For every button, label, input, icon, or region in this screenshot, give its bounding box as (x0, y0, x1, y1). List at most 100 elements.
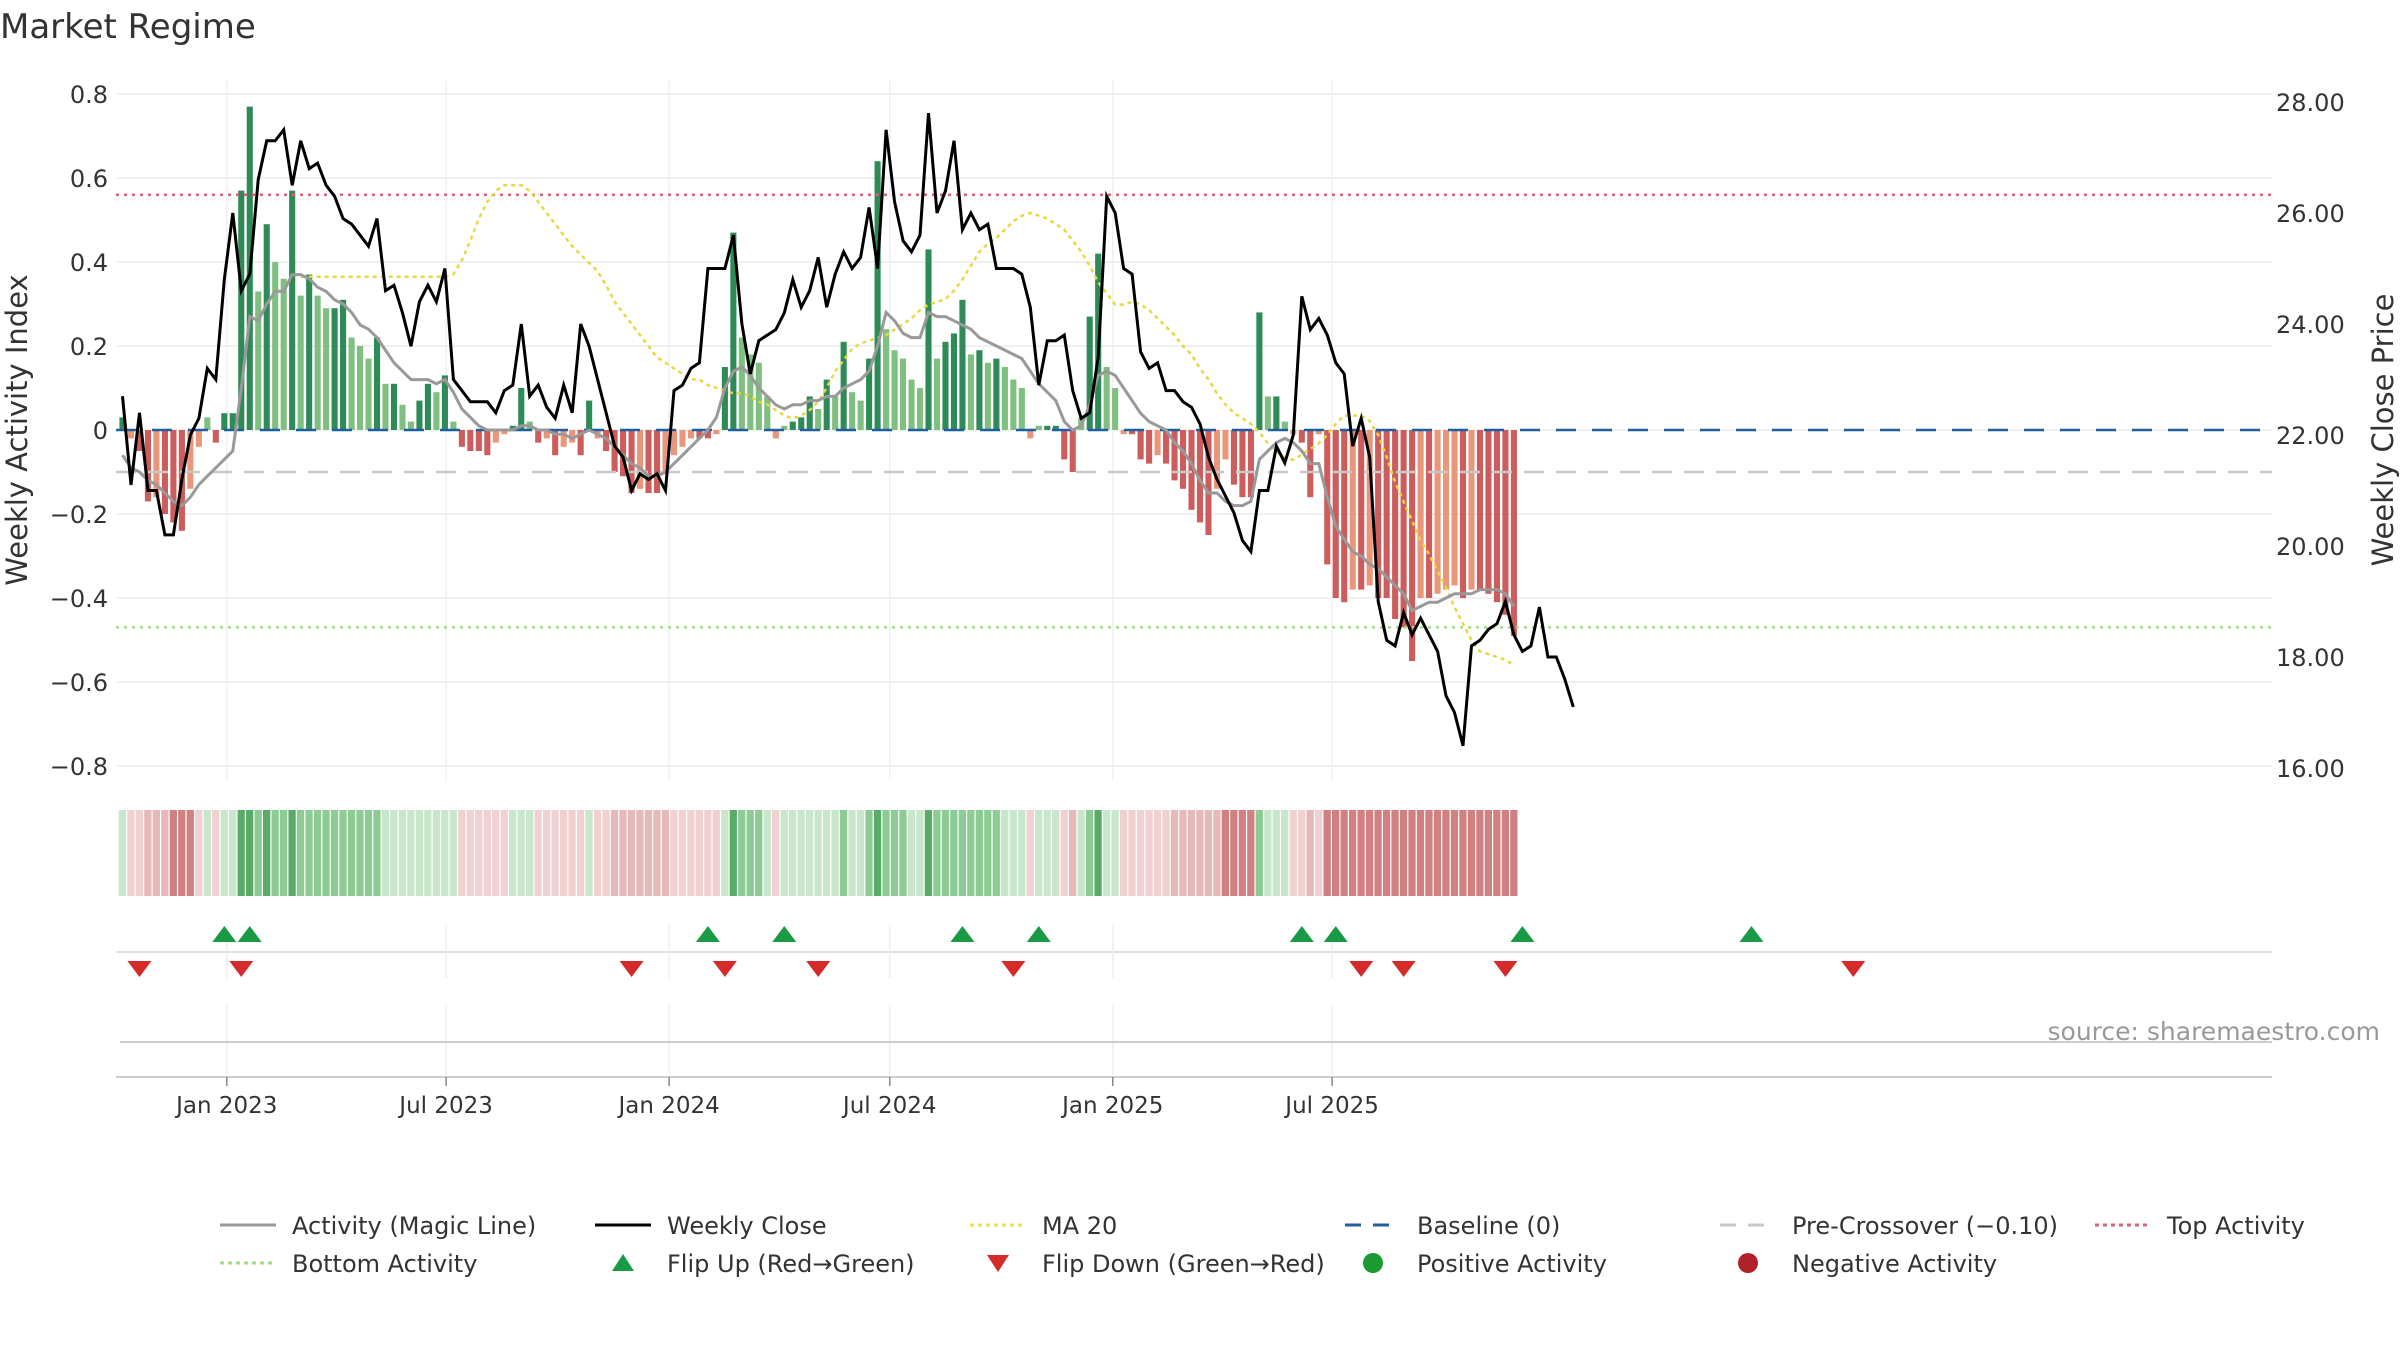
x-tick-label: Jan 2023 (174, 1093, 277, 1119)
left-tick-label: 0.8 (70, 81, 108, 109)
positive-activity-bar (815, 409, 822, 430)
regime-heat-cell (1043, 810, 1051, 896)
positive-activity-bar (730, 232, 737, 430)
regime-heat-cell (687, 810, 695, 896)
positive-activity-bar (280, 278, 287, 430)
negative-activity-bar (467, 430, 474, 451)
regime-heat-cell (466, 810, 474, 896)
legend-label: Flip Down (Green→Red) (1042, 1250, 1325, 1278)
flip-up-marker (237, 926, 262, 942)
regime-heat-cell (1102, 810, 1111, 896)
regime-heat-cell (169, 810, 177, 896)
regime-heat-cell (220, 810, 228, 896)
regime-heat-cell (670, 810, 678, 896)
negative-activity-bar (543, 430, 550, 439)
regime-heat-cell (509, 810, 517, 896)
negative-activity-bar (1154, 430, 1161, 456)
regime-heat-cell (1340, 810, 1348, 896)
regime-heat-cell (178, 810, 186, 896)
regime-heat-cell (305, 810, 313, 896)
positive-activity-bar (959, 299, 966, 430)
left-tick-label: 0.6 (70, 165, 108, 193)
negative-activity-bar (772, 430, 779, 439)
negative-activity-bar (1239, 430, 1246, 498)
positive-activity-bar (1086, 316, 1093, 430)
negative-activity-bar (1196, 430, 1204, 523)
positive-activity-bar (390, 383, 398, 430)
positive-activity-bar (993, 358, 1000, 430)
regime-heat-cell (1425, 810, 1433, 896)
regime-heat-cell (975, 810, 983, 896)
regime-heat-cell (1018, 810, 1026, 896)
regime-heat-cell (1119, 810, 1128, 896)
negative-activity-bar (560, 430, 567, 447)
negative-activity-bar (679, 430, 686, 447)
positive-activity-bar (933, 358, 941, 430)
regime-heat-cell (602, 810, 610, 896)
positive-activity-bar (866, 358, 873, 430)
regime-heat-cell (1357, 810, 1365, 896)
negative-activity-bar (1400, 430, 1407, 628)
positive-activity-bar (229, 413, 236, 430)
legend-label: Flip Up (Red→Green) (667, 1250, 915, 1278)
positive-activity-bar (899, 358, 907, 430)
negative-activity-bar (1442, 430, 1450, 590)
negative-activity-bar (1179, 430, 1187, 489)
regime-heat-cell (279, 810, 288, 896)
right-tick-label: 16.00 (2276, 755, 2345, 783)
regime-heat-cell (1187, 810, 1196, 896)
regime-heat-cell (678, 810, 687, 896)
positive-activity-bar (1010, 379, 1017, 430)
regime-heat-cell (390, 810, 398, 896)
regime-heat-cell (619, 810, 627, 896)
regime-heat-cell (492, 810, 500, 896)
right-tick-label: 20.00 (2276, 533, 2345, 561)
regime-heat-cell (746, 810, 754, 896)
regime-heat-cell (322, 810, 330, 896)
positive-activity-bar (1103, 367, 1110, 430)
negative-activity-bar (636, 430, 644, 489)
negative-activity-bar (552, 430, 559, 456)
positive-activity-bar (1001, 367, 1008, 430)
flip-down-marker (806, 961, 831, 977)
flip-down-marker (1493, 961, 1518, 977)
regime-heat-cell (1391, 810, 1399, 896)
negative-activity-bar (687, 430, 695, 439)
positive-activity-bar (433, 392, 440, 430)
regime-heat-cell (958, 810, 966, 896)
flip-up-marker (1289, 926, 1314, 942)
legend-label: Weekly Close (667, 1212, 827, 1240)
regime-heat-cell (212, 810, 220, 896)
regime-heat-cell (585, 810, 593, 896)
regime-heat-cell (1442, 810, 1450, 896)
flip-down-marker (1841, 961, 1866, 977)
positive-activity-bar (450, 421, 457, 430)
regime-heat-cell (1501, 810, 1509, 896)
regime-heat-cell (1510, 810, 1518, 896)
positive-activity-bar (755, 362, 762, 430)
regime-heat-cell (330, 810, 339, 896)
left-tick-label: −0.8 (50, 753, 108, 781)
negative-activity-bar (1061, 430, 1068, 460)
x-tick-label: Jan 2025 (1060, 1093, 1163, 1119)
positive-activity-bar (1044, 425, 1051, 430)
regime-heat-cell (593, 810, 602, 896)
negative-activity-bar (1120, 430, 1127, 435)
regime-heat-cell (848, 810, 856, 896)
regime-heat-cell (356, 810, 364, 896)
flip-up-marker (1510, 926, 1535, 942)
negative-activity-bar (1213, 430, 1221, 489)
positive-activity-bar (1264, 396, 1271, 430)
regime-heat-cell (763, 810, 771, 896)
flip-down-marker (1391, 961, 1416, 977)
regime-heat-cell (398, 810, 407, 896)
positive-activity-bar (373, 337, 381, 430)
right-tick-label: 22.00 (2276, 422, 2345, 450)
negative-activity-bar (1146, 430, 1153, 464)
positive-activity-bar (586, 400, 593, 430)
negative-activity-bar (662, 430, 669, 472)
regime-heat-cell (1170, 810, 1179, 896)
regime-heat-cell (1213, 810, 1221, 896)
regime-heat-cell (135, 810, 144, 896)
left-tick-label: 0.2 (70, 333, 108, 361)
